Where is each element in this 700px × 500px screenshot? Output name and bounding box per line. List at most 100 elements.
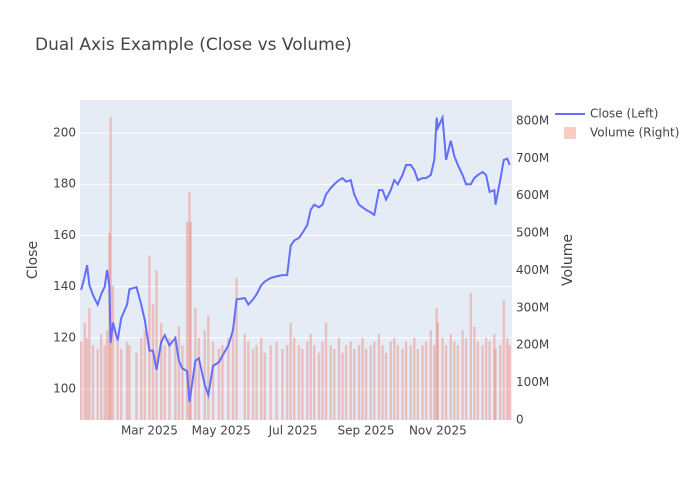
volume-bar [481, 345, 484, 420]
volume-bar [436, 322, 440, 420]
volume-bar [285, 345, 289, 420]
y2-tick-label: 100M [516, 375, 549, 389]
volume-bar [393, 337, 396, 420]
volume-bar [499, 345, 502, 420]
volume-bar [269, 345, 272, 420]
volume-bar [111, 285, 115, 420]
volume-bar [293, 337, 296, 420]
volume-bar [116, 337, 119, 420]
volume-bar [243, 334, 246, 420]
volume-bar [91, 345, 95, 420]
volume-bar [433, 345, 436, 420]
volume-bar [321, 341, 324, 420]
y-tick-label: 120 [53, 330, 76, 344]
close-line [80, 113, 511, 402]
volume-bar [197, 337, 201, 420]
volume-bar [305, 341, 309, 420]
y-tick-label: 200 [53, 126, 76, 140]
chart-title: Dual Axis Example (Close vs Volume) [35, 35, 352, 55]
y-tick-label: 180 [53, 177, 76, 191]
y-axis-title: Close [25, 241, 41, 279]
volume-bar [404, 341, 408, 420]
volume-bar [151, 304, 155, 420]
volume-bar [444, 345, 448, 420]
volume-bar [163, 345, 166, 420]
volume-bar [377, 334, 381, 420]
volume-bar [99, 334, 103, 420]
y-tick-label: 140 [53, 279, 76, 293]
volume-bar [324, 322, 328, 420]
volume-bar [140, 337, 143, 420]
volume-bar [181, 345, 184, 420]
volume-bar [441, 337, 444, 420]
volume-bar [396, 345, 400, 420]
volume-bar [381, 345, 384, 420]
volume-bar [493, 334, 496, 420]
volume-bar [349, 341, 352, 420]
volume-bar [143, 330, 146, 420]
volume-bar [251, 348, 255, 420]
volume-bar [260, 337, 263, 420]
volume-bar [119, 348, 123, 420]
volume-bar [502, 300, 505, 420]
y2-tick-label: 700M [516, 151, 549, 165]
volume-bar [177, 326, 181, 420]
volume-bar [207, 315, 210, 420]
volume-bar [255, 345, 258, 420]
volume-bar [96, 348, 99, 420]
volume-bar [364, 348, 368, 420]
volume-bar [449, 334, 452, 420]
volume-bar [337, 337, 341, 420]
volume-bar [275, 341, 278, 420]
volume-bar [361, 337, 364, 420]
volume-bar [188, 191, 191, 420]
volume-bar [357, 345, 361, 420]
lines [80, 113, 511, 402]
volume-bar [506, 337, 509, 420]
volume-bar [421, 345, 424, 420]
volume-bar [263, 352, 267, 420]
volume-bar [369, 345, 372, 420]
volume-bar [309, 334, 312, 420]
volume-bar [401, 348, 404, 420]
volume-bar [105, 330, 109, 420]
volume-bar [416, 348, 420, 420]
volume-bar [301, 348, 304, 420]
volume-bar [409, 345, 412, 420]
volume-bar [389, 341, 392, 420]
volume-bar [128, 345, 131, 420]
y2-tick-label: 500M [516, 226, 549, 240]
y2-tick-label: 600M [516, 188, 549, 202]
y2-tick-label: 300M [516, 300, 549, 314]
labels: 100 120 140 160 180 200 0 100M 200M 300M 400M 500M 6… [53, 113, 549, 437]
volume-bar [484, 337, 488, 420]
x-tick-label: Nov 2025 [409, 424, 467, 438]
legend-swatch [564, 127, 576, 139]
volume-bar [103, 345, 106, 420]
volume-bar [317, 352, 321, 420]
volume-bar [344, 345, 348, 420]
volume-bar [473, 326, 476, 420]
volume-bar [373, 341, 376, 420]
volume-bar [469, 292, 473, 420]
y-tick-label: 160 [53, 228, 76, 242]
volume-bar [168, 337, 171, 420]
x-tick-label: May 2025 [192, 424, 251, 438]
volume-bar [435, 307, 438, 420]
volume-bar [353, 348, 356, 420]
y2-tick-label: 400M [516, 263, 549, 277]
y2-tick-label: 200M [516, 338, 549, 352]
volume-bar [329, 345, 332, 420]
volume-bar [297, 345, 301, 420]
plot-area [80, 100, 512, 420]
volume-bar [508, 345, 511, 420]
volume-bar [155, 270, 158, 420]
volume-bar [227, 337, 230, 420]
volume-bar [413, 337, 416, 420]
x-tick-label: Mar 2025 [121, 424, 178, 438]
volume-bar [384, 352, 388, 420]
x-tick-label: Sep 2025 [338, 424, 395, 438]
volume-bar [189, 221, 192, 420]
